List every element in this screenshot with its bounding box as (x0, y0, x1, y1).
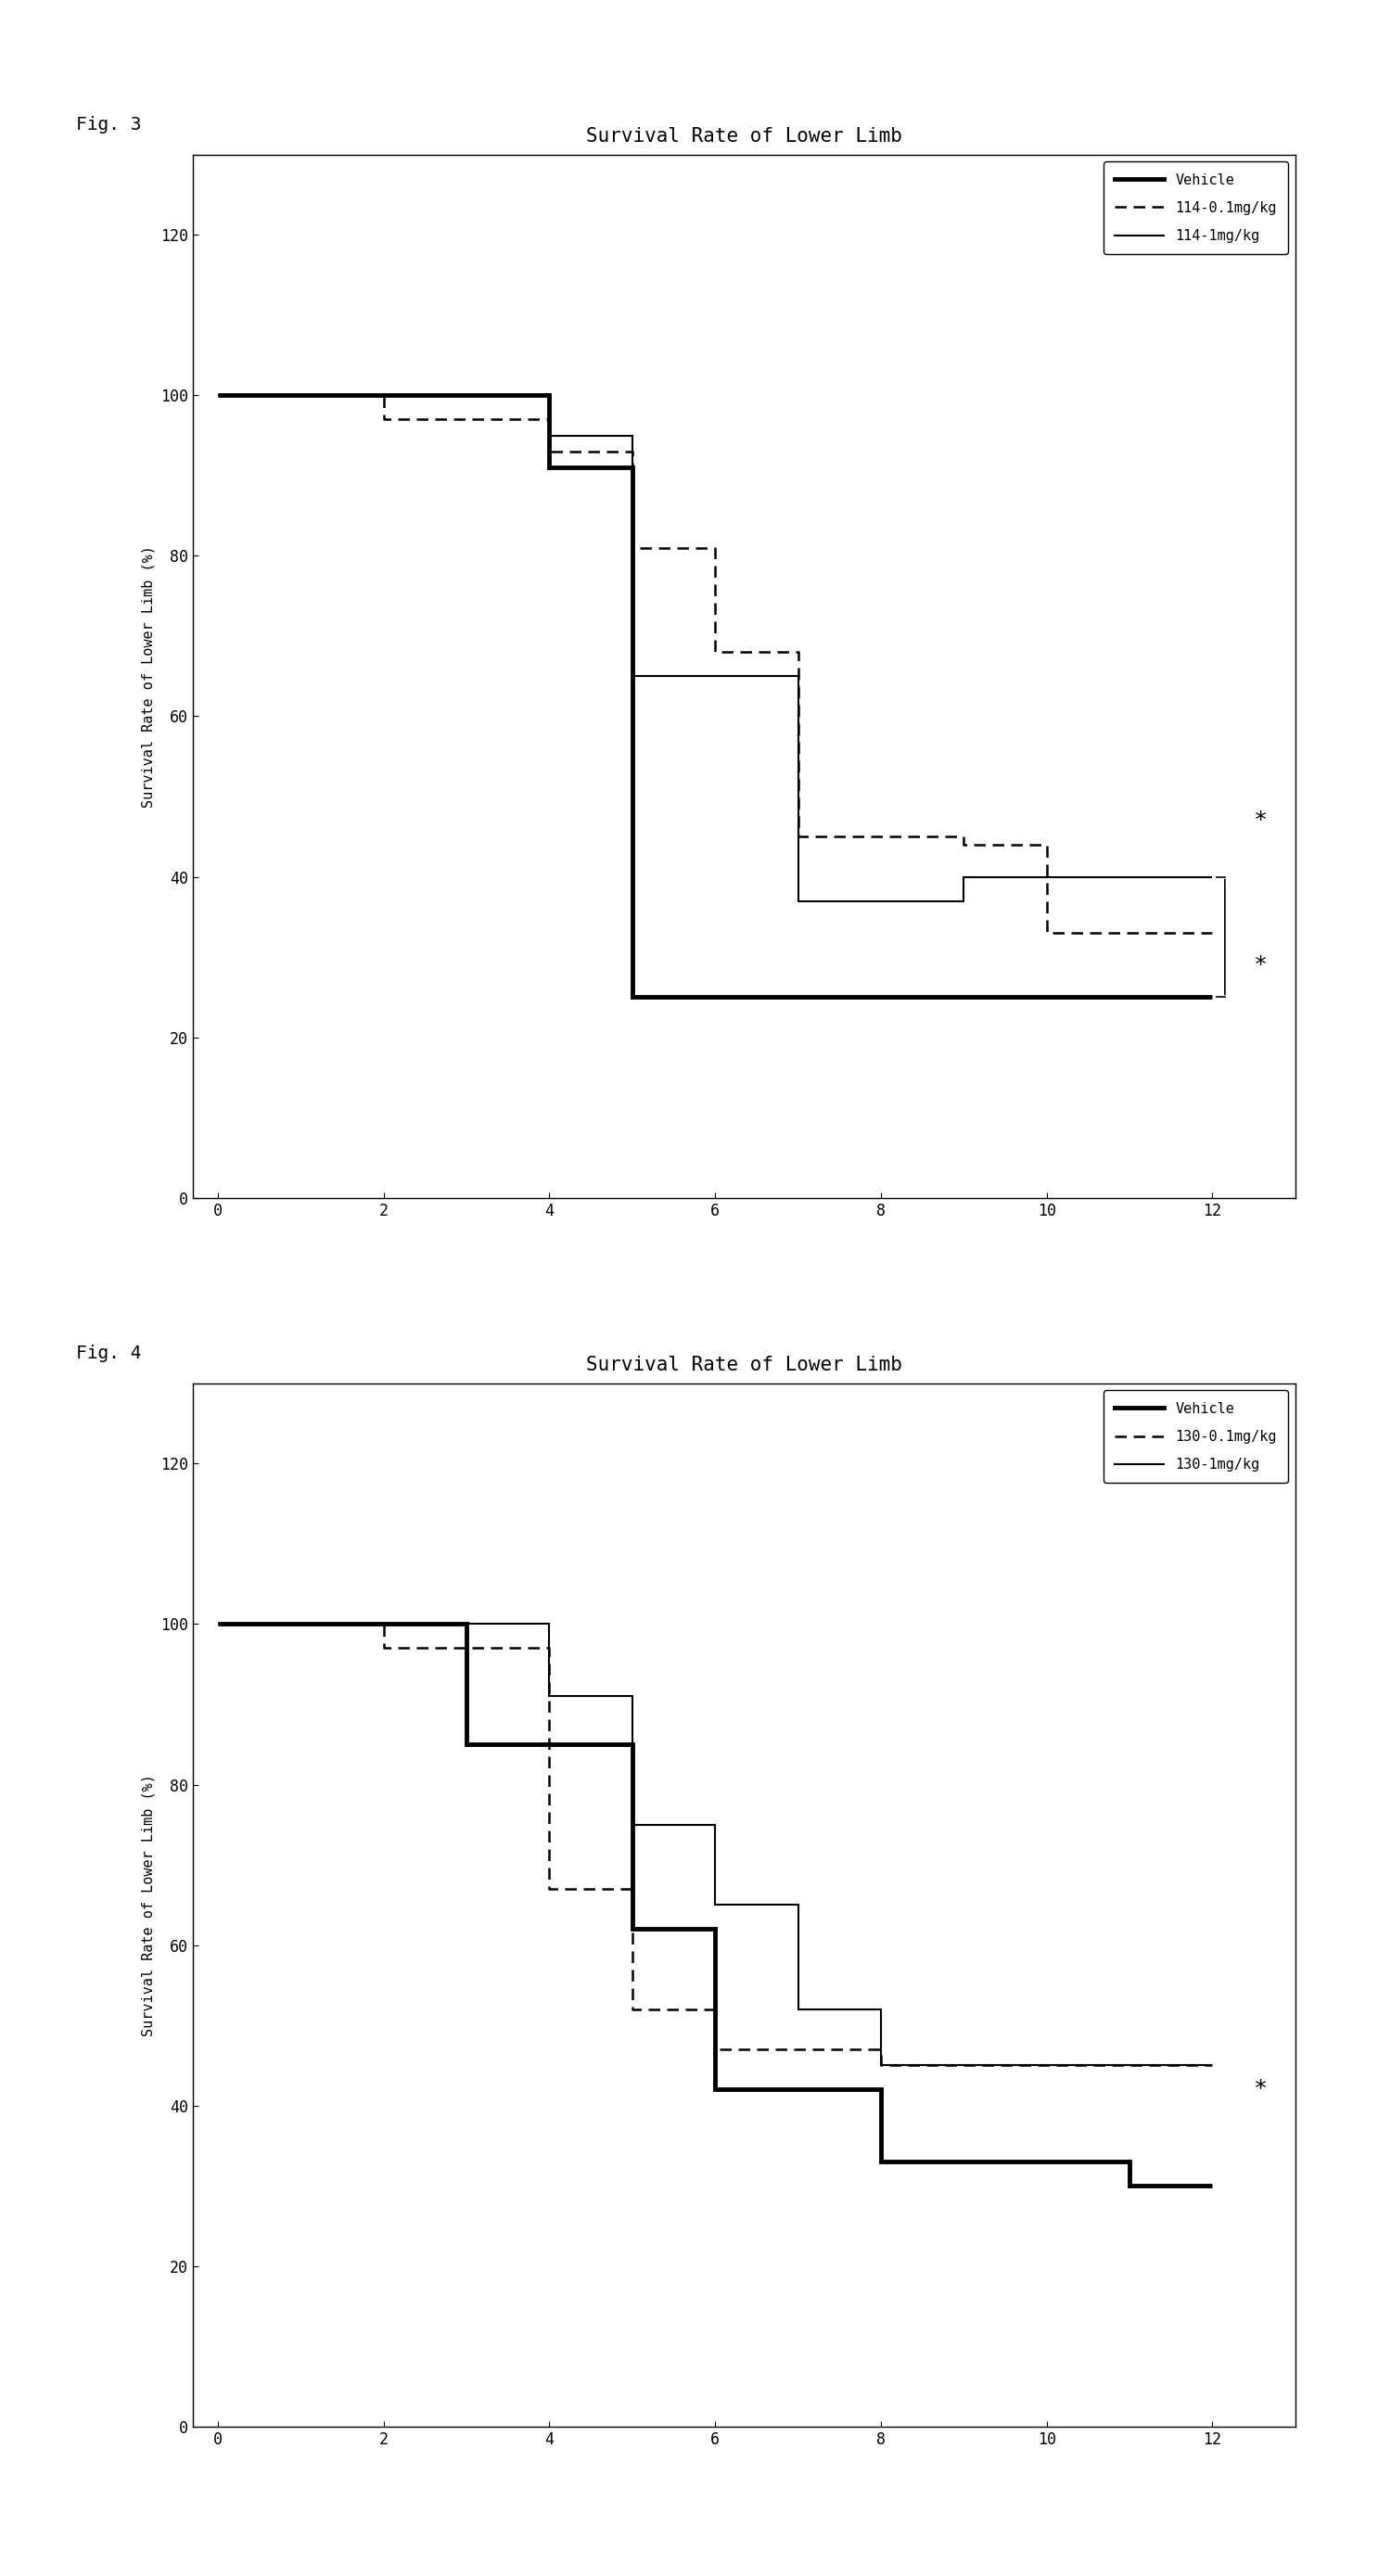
Title: Survival Rate of Lower Limb: Survival Rate of Lower Limb (586, 1355, 903, 1373)
Text: *: * (1254, 809, 1268, 832)
Text: *: * (1254, 2079, 1268, 2099)
Text: Fig. 3: Fig. 3 (76, 116, 141, 134)
Text: *: * (1254, 953, 1268, 976)
Y-axis label: Survival Rate of Lower Limb (%): Survival Rate of Lower Limb (%) (142, 1775, 156, 2035)
Legend: Vehicle, 114-0.1mg/kg, 114-1mg/kg: Vehicle, 114-0.1mg/kg, 114-1mg/kg (1104, 162, 1288, 255)
Title: Survival Rate of Lower Limb: Survival Rate of Lower Limb (586, 126, 903, 144)
Legend: Vehicle, 130-0.1mg/kg, 130-1mg/kg: Vehicle, 130-0.1mg/kg, 130-1mg/kg (1104, 1391, 1288, 1484)
Y-axis label: Survival Rate of Lower Limb (%): Survival Rate of Lower Limb (%) (142, 546, 156, 806)
Text: Fig. 4: Fig. 4 (76, 1345, 141, 1363)
